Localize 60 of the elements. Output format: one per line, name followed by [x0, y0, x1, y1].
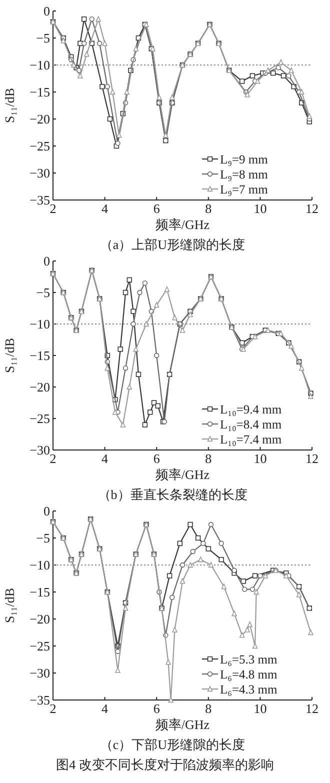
- legend-label: L₉=7 mm: [220, 182, 268, 196]
- y-tick-label: −25: [30, 411, 50, 426]
- y-tick-label: −10: [30, 558, 50, 572]
- y-tick-label: −35: [30, 692, 50, 708]
- y-tick-label: −5: [36, 530, 50, 546]
- x-tick-label: 4: [102, 701, 109, 716]
- y-tick-label: 0: [44, 4, 50, 18]
- y-axis-title: S₁₁/dB: [2, 88, 17, 124]
- legend-label: L₉=9 mm: [220, 152, 268, 166]
- x-tick-label: 6: [153, 701, 160, 716]
- caption: 图4 改变不同长度对于陷波频率的影响: [56, 757, 274, 772]
- y-tick-label: −5: [36, 285, 50, 300]
- y-axis-title: S₁₁/dB: [2, 338, 17, 374]
- y-tick-label: −15: [30, 348, 50, 363]
- x-tick-label: 4: [102, 451, 109, 466]
- y-tick-label: 0: [44, 254, 50, 268]
- x-tick-label: 12: [306, 451, 318, 466]
- x-tick-label: 2: [50, 451, 56, 466]
- legend-label: L₆=4.3 mm: [220, 682, 278, 696]
- legend-label: L₉=8 mm: [220, 168, 268, 182]
- x-tick-label: 4: [102, 201, 109, 216]
- legend-label: L₆=5.3 mm: [220, 652, 278, 666]
- x-tick-label: 10: [254, 201, 267, 216]
- x-axis-title: 频率/GHz: [155, 717, 210, 732]
- y-tick-label: −35: [30, 192, 50, 208]
- legend-label: L₁₀=9.4 mm: [220, 402, 282, 416]
- x-tick-label: 2: [50, 201, 56, 216]
- x-axis-title: 频率/GHz: [155, 467, 210, 482]
- y-tick-label: −5: [36, 30, 50, 46]
- x-tick-label: 8: [205, 701, 212, 716]
- x-tick-label: 12: [306, 201, 318, 216]
- x-tick-label: 10: [254, 701, 267, 716]
- y-tick-label: −20: [30, 112, 50, 126]
- y-tick-label: −30: [30, 442, 50, 458]
- text: （c）下部U形缝隙的长度: [100, 737, 246, 752]
- text: （b）垂直长条裂缝的长度: [98, 487, 248, 502]
- x-tick-label: 8: [205, 201, 212, 216]
- legend-label: L₆=4.8 mm: [220, 668, 278, 682]
- y-tick-label: −20: [30, 380, 50, 394]
- legend-label: L₁₀=7.4 mm: [220, 432, 282, 446]
- y-tick-label: −30: [30, 166, 50, 180]
- y-tick-label: −25: [30, 138, 50, 154]
- y-tick-label: −15: [30, 584, 50, 600]
- y-tick-label: −15: [30, 84, 50, 100]
- x-tick-label: 6: [153, 201, 160, 216]
- y-tick-label: 0: [44, 504, 50, 518]
- y-tick-label: −20: [30, 612, 50, 626]
- y-tick-label: −30: [30, 666, 50, 680]
- x-tick-label: 10: [254, 451, 267, 466]
- y-tick-label: −25: [30, 638, 50, 654]
- y-tick-label: −10: [30, 316, 50, 332]
- x-tick-label: 6: [153, 451, 160, 466]
- legend-label: L₁₀=8.4 mm: [220, 418, 282, 432]
- text: （a）上部U形缝隙的长度: [100, 237, 246, 252]
- x-axis-title: 频率/GHz: [155, 217, 210, 232]
- x-tick-label: 8: [205, 451, 212, 466]
- y-tick-label: −10: [30, 58, 50, 72]
- x-tick-label: 12: [306, 701, 318, 716]
- x-tick-label: 2: [50, 701, 56, 716]
- y-axis-title: S₁₁/dB: [2, 588, 17, 624]
